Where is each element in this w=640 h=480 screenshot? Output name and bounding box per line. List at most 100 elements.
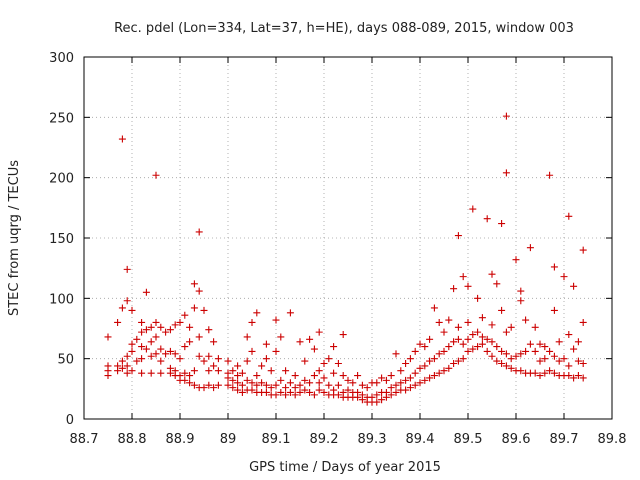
data-point	[234, 372, 242, 380]
data-point	[435, 350, 443, 358]
data-point	[243, 376, 251, 384]
data-point	[330, 343, 338, 351]
data-point	[267, 384, 275, 392]
data-point	[363, 384, 371, 392]
data-point	[243, 333, 251, 341]
data-point	[373, 398, 381, 406]
data-point	[421, 343, 429, 351]
data-point	[224, 381, 232, 389]
data-point	[536, 357, 544, 365]
data-point	[325, 355, 333, 363]
data-point	[488, 270, 496, 278]
data-point	[238, 369, 246, 377]
data-point	[397, 367, 405, 375]
data-point	[142, 288, 150, 296]
data-point	[454, 232, 462, 240]
data-point	[138, 343, 146, 351]
data-point	[488, 338, 496, 346]
data-point	[262, 340, 270, 348]
data-point	[272, 391, 280, 399]
data-point	[104, 333, 112, 341]
data-point	[459, 355, 467, 363]
data-point	[435, 318, 443, 326]
data-point	[267, 367, 275, 375]
data-point	[286, 388, 294, 396]
data-point	[378, 396, 386, 404]
data-point	[186, 372, 194, 380]
data-point	[536, 340, 544, 348]
data-point	[334, 391, 342, 399]
data-point	[474, 294, 482, 302]
data-point	[286, 379, 294, 387]
data-point	[301, 376, 309, 384]
data-point	[474, 328, 482, 336]
data-point	[334, 381, 342, 389]
data-point	[493, 357, 501, 365]
data-point	[320, 388, 328, 396]
y-tick-label: 50	[57, 353, 74, 368]
data-point	[330, 369, 338, 377]
data-point	[310, 391, 318, 399]
data-point	[258, 362, 266, 370]
data-point	[387, 391, 395, 399]
data-point	[123, 297, 131, 305]
data-point	[536, 372, 544, 380]
data-point	[574, 338, 582, 346]
data-point	[157, 345, 165, 353]
data-point	[306, 388, 314, 396]
data-point	[574, 372, 582, 380]
data-point	[238, 388, 246, 396]
data-point	[550, 263, 558, 271]
data-point	[406, 374, 414, 382]
data-point	[205, 367, 213, 375]
data-point	[282, 384, 290, 392]
data-point	[262, 388, 270, 396]
data-point	[248, 318, 256, 326]
data-point	[426, 335, 434, 343]
data-point	[522, 347, 530, 355]
data-point	[464, 335, 472, 343]
data-point	[315, 367, 323, 375]
data-point	[502, 350, 510, 358]
data-point	[310, 345, 318, 353]
data-point	[459, 340, 467, 348]
x-tick-label: 88.8	[118, 432, 147, 447]
data-point	[315, 379, 323, 387]
data-point	[296, 388, 304, 396]
data-point	[430, 355, 438, 363]
x-tick-label: 89.7	[550, 432, 579, 447]
data-point	[291, 372, 299, 380]
data-point	[387, 372, 395, 380]
data-point	[118, 135, 126, 143]
data-point	[579, 246, 587, 254]
data-point	[205, 381, 213, 389]
data-point	[162, 328, 170, 336]
data-point	[421, 362, 429, 370]
data-point	[382, 376, 390, 384]
data-point	[118, 364, 126, 372]
data-point	[118, 357, 126, 365]
data-point	[190, 280, 198, 288]
data-point	[315, 328, 323, 336]
data-point	[128, 306, 136, 314]
data-point	[440, 367, 448, 375]
data-point	[354, 388, 362, 396]
data-point	[411, 369, 419, 377]
data-point	[229, 376, 237, 384]
data-point	[440, 347, 448, 355]
data-point	[478, 333, 486, 341]
data-point	[200, 384, 208, 392]
data-point	[358, 391, 366, 399]
data-point	[114, 318, 122, 326]
data-point	[526, 244, 534, 252]
data-point	[387, 384, 395, 392]
data-point	[574, 357, 582, 365]
data-points	[104, 112, 587, 406]
data-point	[541, 343, 549, 351]
data-point	[450, 338, 458, 346]
data-point	[248, 347, 256, 355]
data-point	[205, 326, 213, 334]
data-point	[253, 372, 261, 380]
x-axis-ticks: 88.7 88.8 88.9 89 89.1 89.2 89.3 89.4 89.5 89.6 89…	[70, 57, 626, 447]
x-tick-label: 88.9	[166, 432, 195, 447]
